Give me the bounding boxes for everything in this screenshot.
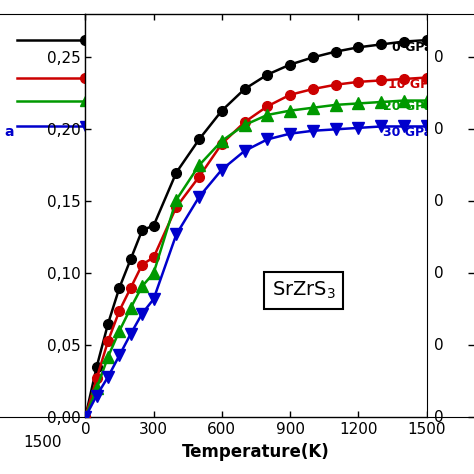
X-axis label: Temperature(K): Temperature(K) (182, 443, 330, 461)
Text: a: a (4, 125, 14, 139)
Text: 0: 0 (434, 266, 443, 281)
Text: 0: 0 (434, 337, 443, 353)
Text: 0 GPa: 0 GPa (392, 41, 433, 54)
Text: 10 GPa: 10 GPa (388, 78, 438, 91)
Text: 20 GPa: 20 GPa (383, 100, 433, 113)
Text: 30 GPa: 30 GPa (383, 126, 433, 139)
Text: 1500: 1500 (23, 435, 62, 450)
Text: 0: 0 (434, 50, 443, 65)
Text: 0: 0 (434, 194, 443, 209)
Text: 0: 0 (434, 122, 443, 137)
Text: SrZrS$_3$: SrZrS$_3$ (272, 280, 336, 301)
Text: 0: 0 (434, 410, 443, 425)
